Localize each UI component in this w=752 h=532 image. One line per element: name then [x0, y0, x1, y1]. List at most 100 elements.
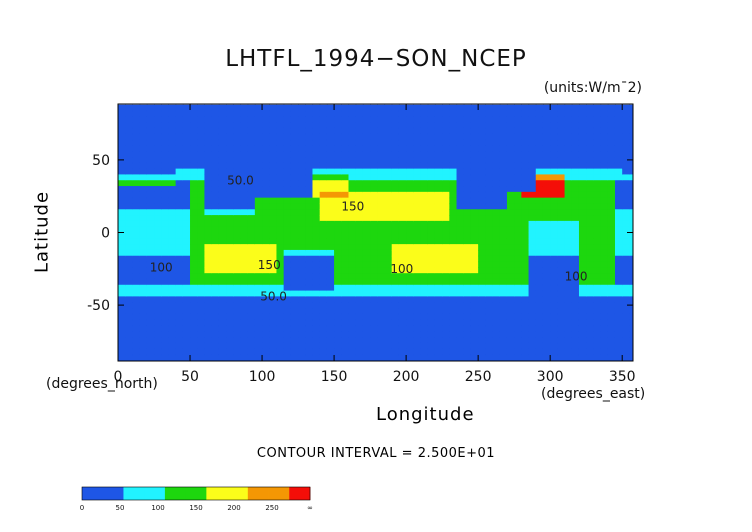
flux-cell [535, 232, 544, 239]
flux-cell [125, 319, 133, 327]
flux-cell [420, 255, 429, 263]
flux-cell [269, 104, 278, 112]
flux-cell [521, 168, 530, 176]
flux-cell [614, 238, 623, 245]
flux-cell [190, 127, 198, 135]
flux-cell [161, 215, 170, 222]
flux-cell [204, 157, 213, 164]
flux-cell [312, 290, 321, 297]
flux-cell [283, 284, 292, 292]
flux-cell [305, 180, 314, 187]
flux-cell [254, 180, 263, 187]
flux-cell [362, 162, 371, 170]
flux-cell [226, 104, 234, 112]
flux-cell [434, 244, 443, 251]
flux-cell [118, 215, 126, 222]
flux-cell [341, 226, 350, 234]
x-tick-label: 300 [537, 369, 564, 385]
flux-cell [622, 284, 630, 292]
flux-cell [442, 226, 450, 234]
flux-cell [218, 302, 227, 309]
flux-cell [290, 232, 299, 239]
flux-cell [125, 331, 133, 338]
flux-cell [521, 220, 530, 228]
flux-cell [578, 139, 587, 146]
flux-cell [218, 325, 227, 332]
flux-cell [247, 238, 256, 245]
flux-cell [319, 232, 328, 239]
flux-cell [326, 348, 335, 356]
flux-cell [362, 209, 371, 216]
flux-cell [168, 308, 177, 315]
flux-cell [175, 145, 184, 152]
flux-cell [276, 116, 285, 123]
flux-cell [218, 278, 227, 286]
flux-cell [557, 191, 566, 199]
flux-cell [578, 162, 587, 170]
flux-cell [586, 139, 594, 146]
flux-cell [247, 133, 256, 141]
flux-cell [262, 127, 270, 135]
flux-cell [182, 110, 191, 117]
flux-cell [629, 273, 633, 280]
flux-cell [571, 290, 580, 297]
flux-cell [578, 116, 587, 123]
flux-cell [262, 186, 270, 193]
flux-cell [161, 308, 170, 315]
flux-cell [413, 186, 422, 193]
flux-cell [247, 203, 256, 210]
flux-cell [326, 139, 335, 146]
flux-cell [175, 110, 184, 117]
flux-cell [218, 337, 227, 344]
flux-cell [276, 209, 285, 216]
flux-cell [542, 186, 551, 193]
flux-cell [240, 244, 249, 251]
flux-cell [571, 197, 580, 205]
flux-cell [506, 174, 515, 181]
flux-cell [240, 290, 249, 297]
flux-cell [362, 313, 371, 321]
flux-cell [535, 104, 544, 112]
flux-cell [607, 296, 616, 303]
flux-cell [355, 110, 364, 117]
flux-cell [629, 133, 633, 141]
flux-cell [175, 249, 184, 257]
flux-cell [420, 342, 429, 350]
flux-cell [492, 308, 501, 315]
flux-cell [499, 342, 508, 350]
flux-cell [312, 104, 321, 112]
flux-cell [607, 203, 616, 210]
flux-cell [607, 215, 616, 222]
flux-cell [139, 116, 148, 123]
flux-cell [406, 139, 414, 146]
flux-cell [247, 244, 256, 251]
flux-cell [564, 337, 573, 344]
flux-cell [463, 267, 472, 274]
flux-cell [434, 157, 443, 164]
flux-cell [413, 284, 422, 292]
flux-cell [377, 226, 386, 234]
flux-cell [305, 162, 314, 170]
flux-cell [276, 186, 285, 193]
flux-cell [240, 215, 249, 222]
flux-cell [506, 157, 515, 164]
flux-cell [305, 215, 314, 222]
flux-cell [384, 348, 393, 356]
flux-cell [276, 284, 285, 292]
flux-cell [326, 284, 335, 292]
flux-cell [226, 157, 234, 164]
flux-cell [218, 313, 227, 321]
flux-cell [146, 203, 155, 210]
flux-cell [398, 273, 407, 280]
flux-cell [190, 139, 198, 146]
flux-cell [146, 290, 155, 297]
flux-cell [571, 273, 580, 280]
flux-cell [629, 186, 633, 193]
flux-cell [614, 127, 623, 135]
flux-cell [334, 203, 342, 210]
flux-cell [391, 302, 400, 309]
flux-cell [564, 319, 573, 327]
flux-cell [125, 186, 133, 193]
flux-cell [600, 348, 609, 356]
flux-cell [442, 244, 450, 251]
